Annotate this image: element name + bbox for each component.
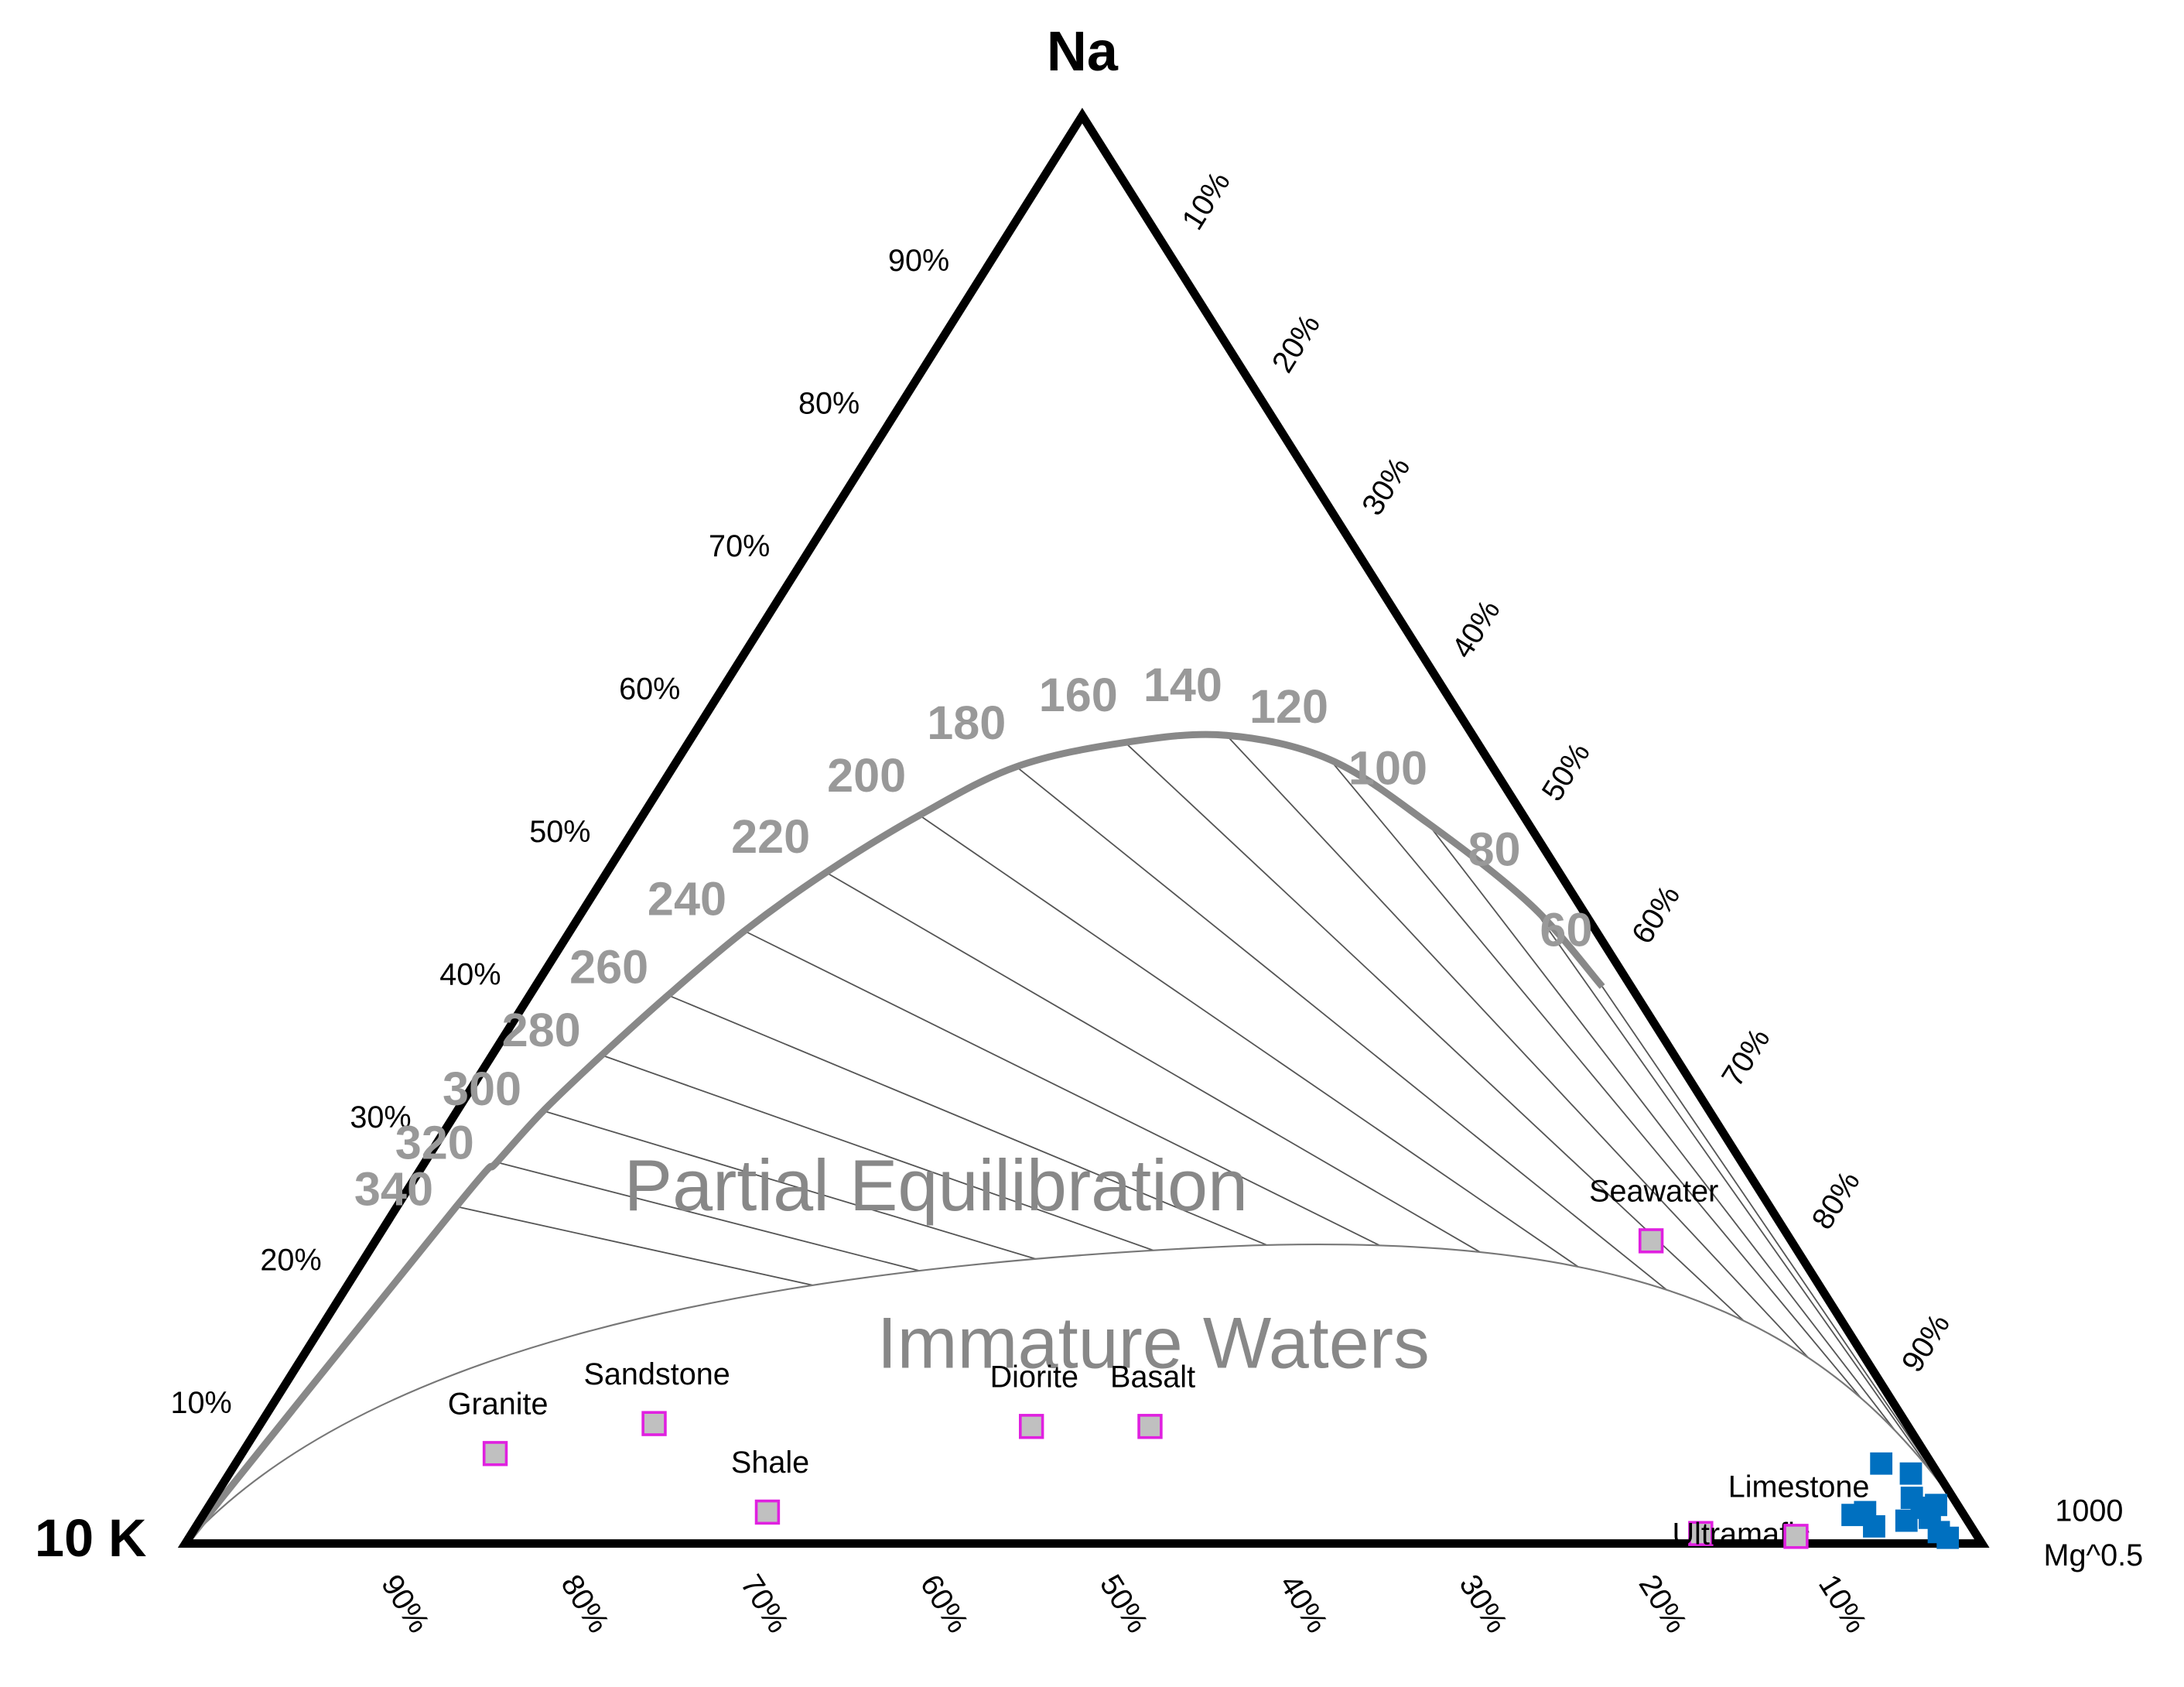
isotherm-label: 80: [1468, 823, 1520, 875]
isotherm-line: [1426, 822, 1982, 1544]
isotherm-label: 280: [502, 1004, 581, 1056]
na-tick-label: 30%: [350, 1100, 411, 1134]
left-vertex-label: 10 K: [35, 1509, 146, 1568]
isotherm-line: [1225, 734, 1982, 1544]
reference-label: Limestone: [1728, 1470, 1870, 1504]
reference-point: [1019, 1414, 1044, 1439]
mg-tick-label: 50%: [1535, 737, 1596, 807]
reference-point: [1638, 1228, 1664, 1254]
region-label: Immature Waters: [877, 1302, 1430, 1383]
reference-label: Sandstone: [583, 1357, 730, 1391]
isotherm-line: [668, 994, 1982, 1544]
reference-point: [754, 1499, 781, 1525]
isotherm-lines: [456, 734, 1982, 1544]
sample-point: [1899, 1462, 1923, 1485]
k-tick-label: 40%: [1273, 1569, 1334, 1639]
isotherm-label: 60: [1540, 904, 1592, 956]
na-tick-label: 40%: [439, 957, 501, 991]
isotherm-line: [1530, 905, 1982, 1544]
k-tick-label: 80%: [554, 1569, 615, 1639]
triangle: [177, 108, 1990, 1548]
k-tick-label: 70%: [734, 1569, 795, 1639]
k-tick-label: 20%: [1632, 1569, 1694, 1639]
isotherm-label: 160: [1039, 669, 1118, 721]
isotherm-line: [1329, 759, 1982, 1544]
immature-boundary: [184, 1243, 1983, 1545]
mg-tick-label: 90%: [1895, 1308, 1957, 1378]
isotherm-label: 100: [1348, 741, 1427, 794]
reference-label: Seawater: [1589, 1175, 1718, 1209]
isotherm-label: 260: [569, 940, 648, 993]
na-tick-label: 70%: [709, 529, 770, 563]
right-vertex-label: Mg^0.5: [2044, 1538, 2144, 1572]
reference-point: [1688, 1521, 1714, 1546]
mg-tick-label: 20%: [1266, 309, 1327, 379]
right-vertex-label: 1000: [2055, 1494, 2123, 1528]
reference-label: Granite: [448, 1388, 549, 1422]
isotherm-label: 340: [354, 1162, 433, 1215]
isotherm-label: 140: [1143, 659, 1222, 711]
k-tick-label: 50%: [1093, 1569, 1154, 1639]
reference-point: [1783, 1524, 1809, 1549]
mg-tick-label: 40%: [1445, 594, 1506, 665]
na-tick-label: 90%: [888, 244, 949, 278]
reference-point: [641, 1411, 667, 1436]
mg-tick-label: 60%: [1625, 880, 1687, 950]
reference-label: Shale: [731, 1446, 809, 1480]
isotherm-line: [743, 930, 1982, 1544]
sample-point: [1870, 1452, 1893, 1475]
reference-label: Diorite: [990, 1360, 1078, 1394]
isotherm-label: 300: [443, 1063, 521, 1115]
reference-point: [1137, 1414, 1163, 1439]
isotherm-label: 240: [648, 872, 726, 925]
sample-point: [1863, 1515, 1885, 1538]
sample-point: [1895, 1509, 1918, 1532]
na-tick-label: 10%: [170, 1386, 231, 1420]
k-tick-label: 60%: [914, 1569, 975, 1639]
isotherm-label: 200: [827, 749, 906, 802]
mg-tick-label: 10%: [1175, 166, 1236, 236]
na-tick-label: 60%: [619, 672, 680, 706]
sample-point: [1841, 1504, 1864, 1527]
k-tick-label: 30%: [1452, 1569, 1513, 1639]
reference-point: [482, 1441, 508, 1466]
na-tick-label: 50%: [529, 815, 590, 849]
na-tick-label: 20%: [260, 1243, 321, 1277]
k-tick-label: 10%: [1812, 1569, 1873, 1639]
isotherm-label: 120: [1249, 680, 1328, 733]
sample-point: [1936, 1526, 1960, 1549]
mg-tick-label: 70%: [1715, 1022, 1776, 1093]
sample-point: [1925, 1494, 1947, 1517]
isotherm-label: 180: [927, 696, 1006, 749]
k-tick-label: 90%: [374, 1569, 436, 1639]
na-tick-label: 80%: [798, 386, 860, 420]
region-label: Partial Equilibration: [624, 1145, 1248, 1226]
mg-tick-label: 30%: [1355, 451, 1417, 522]
top-vertex-label: Na: [1047, 21, 1119, 83]
mg-tick-label: 80%: [1805, 1165, 1866, 1236]
isotherm-label: 220: [731, 810, 810, 863]
reference-label: Basalt: [1110, 1360, 1195, 1394]
full-equilibrium-curve: [183, 731, 1605, 1546]
isotherm-label: 320: [395, 1117, 474, 1169]
